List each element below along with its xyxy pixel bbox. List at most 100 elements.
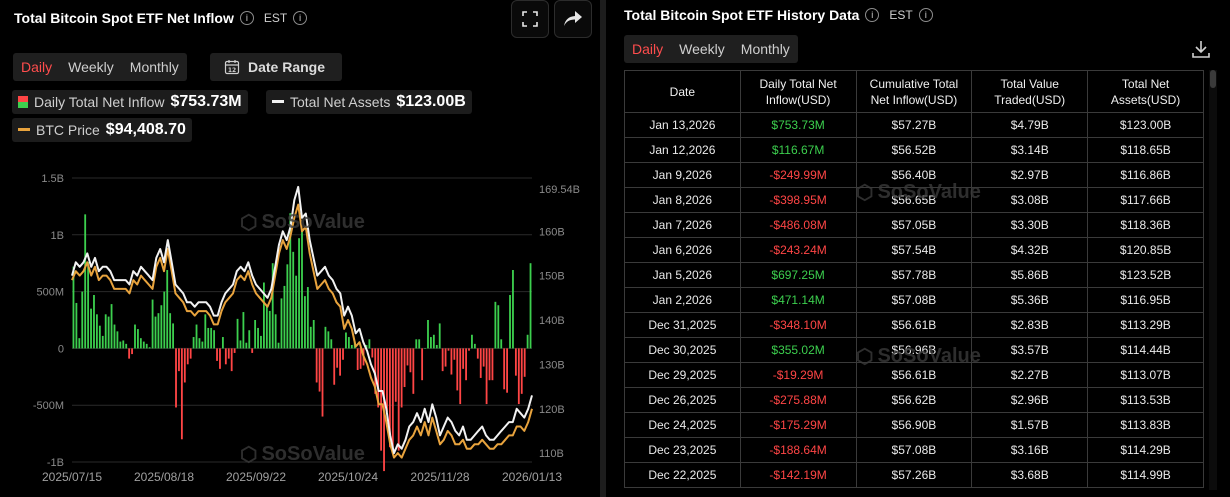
cell-value-traded: $5.36B xyxy=(971,287,1089,313)
legend-assets[interactable]: Total Net Assets $123.00B xyxy=(266,90,472,114)
cell-net-assets: $116.86B xyxy=(1087,162,1204,188)
legend-inflow[interactable]: Daily Total Net Inflow $753.73M xyxy=(12,90,248,114)
x-tick-label: 2025/11/28 xyxy=(410,470,469,484)
column-header-daily-inflow[interactable]: Daily Total Net Inflow(USD) xyxy=(739,70,857,113)
column-header-cumulative-inflow[interactable]: Cumulative Total Net Inflow(USD) xyxy=(855,70,973,113)
table-scroll-thumb[interactable] xyxy=(1210,70,1216,88)
inflow-bar xyxy=(183,348,186,383)
cell-daily-inflow: -$243.24M xyxy=(739,237,857,263)
inflow-bar xyxy=(172,323,174,349)
table-row[interactable]: Dec 23,2025 -$188.64M $57.08B $3.16B $114.29… xyxy=(624,437,1204,463)
cell-value-traded: $4.79B xyxy=(971,112,1089,138)
info-icon[interactable]: i xyxy=(239,11,254,25)
legend-assets-value: $123.00B xyxy=(396,93,466,110)
tab-daily[interactable]: Daily xyxy=(21,59,53,75)
timezone-info-icon[interactable]: i xyxy=(293,11,308,25)
cell-cumulative-inflow: $57.08B xyxy=(855,437,973,463)
inflow-bar xyxy=(198,338,201,349)
table-row[interactable]: Dec 29,2025 -$19.29M $56.61B $2.27B $113.07B xyxy=(624,362,1204,388)
cell-date: Dec 26,2025 xyxy=(624,387,741,413)
cell-date: Jan 12,2026 xyxy=(624,137,741,163)
y-right-tick-label: 160B xyxy=(539,226,565,238)
inflow-bar xyxy=(520,348,523,394)
tab-monthly[interactable]: Monthly xyxy=(129,59,179,75)
cell-daily-inflow: -$188.64M xyxy=(739,437,857,463)
svg-text:12: 12 xyxy=(228,67,236,74)
inflow-bar xyxy=(192,337,195,349)
column-header-date[interactable]: Date xyxy=(624,70,741,113)
cell-cumulative-inflow: $57.78B xyxy=(855,262,973,288)
inflow-bar xyxy=(453,348,456,360)
table-row[interactable]: Jan 2,2026 $471.14M $57.08B $5.36B $116.95B xyxy=(624,287,1204,313)
history-period-tabs: Daily Weekly Monthly xyxy=(624,35,798,63)
inflow-bar xyxy=(345,332,347,349)
inflow-bar xyxy=(271,263,274,349)
table-row[interactable]: Dec 22,2025 -$142.19M $57.26B $3.68B $114.99… xyxy=(624,462,1204,488)
inflow-bar xyxy=(506,348,509,393)
cell-value-traded: $2.96B xyxy=(971,387,1089,413)
cell-cumulative-inflow: $57.27B xyxy=(855,112,973,138)
inflow-bar xyxy=(400,348,403,408)
cell-daily-inflow: $697.25M xyxy=(739,262,857,288)
table-scrollbar[interactable] xyxy=(1209,70,1217,490)
table-row[interactable]: Jan 8,2026 -$398.95M $56.65B $3.08B $117.66B xyxy=(624,187,1204,213)
inflow-bar xyxy=(441,348,444,372)
inflow-bar xyxy=(339,348,341,376)
inflow-bar xyxy=(503,348,506,390)
column-header-value-traded[interactable]: Total Value Traded(USD) xyxy=(971,70,1089,113)
y-left-tick-label: 500M xyxy=(36,287,64,299)
date-range-button[interactable]: 12 Date Range xyxy=(210,53,342,81)
inflow-bar xyxy=(424,348,426,349)
cell-cumulative-inflow: $56.90B xyxy=(855,412,973,438)
inflow-bar xyxy=(207,327,210,349)
tab-weekly[interactable]: Weekly xyxy=(68,59,114,75)
chart-title: Total Bitcoin Spot ETF Net Inflow xyxy=(14,10,234,26)
history-tab-monthly[interactable]: Monthly xyxy=(740,41,790,57)
history-tab-weekly[interactable]: Weekly xyxy=(679,41,725,57)
table-row[interactable]: Jan 5,2026 $697.25M $57.78B $5.86B $123.52B xyxy=(624,262,1204,288)
cell-net-assets: $114.99B xyxy=(1087,462,1204,488)
inflow-bar xyxy=(347,337,350,349)
table-row[interactable]: Dec 30,2025 $355.02M $56.96B $3.57B $114.44B xyxy=(624,337,1204,363)
inflow-bar xyxy=(113,324,116,349)
table-row[interactable]: Jan 13,2026 $753.73M $57.27B $4.79B $123.00B xyxy=(624,112,1204,138)
inflow-bar xyxy=(245,342,248,349)
inflow-bar xyxy=(242,312,245,349)
inflow-bar xyxy=(415,339,418,349)
table-row[interactable]: Jan 7,2026 -$486.08M $57.05B $3.30B $118.36B xyxy=(624,212,1204,238)
fullscreen-button[interactable] xyxy=(511,0,549,38)
table-row[interactable]: Dec 26,2025 -$275.88M $56.62B $2.96B $113.53… xyxy=(624,387,1204,413)
cell-daily-inflow: -$275.88M xyxy=(739,387,857,413)
inflow-chart: 1.5B 1B 500M 0 -500M -1B 169.54B 160B 150B 140B 13… xyxy=(33,173,580,484)
history-timezone-info-icon[interactable]: i xyxy=(918,8,933,22)
table-row[interactable]: Jan 9,2026 -$249.99M $56.40B $2.97B $116.86B xyxy=(624,162,1204,188)
inflow-bar xyxy=(201,341,204,349)
x-tick-label: 2025/09/22 xyxy=(226,470,286,484)
download-icon[interactable] xyxy=(1190,38,1212,60)
table-row[interactable]: Dec 31,2025 -$348.10M $56.61B $2.83B $113.29… xyxy=(624,312,1204,338)
inflow-bar xyxy=(447,348,450,351)
share-button[interactable] xyxy=(554,0,592,38)
inflow-bar xyxy=(110,304,113,349)
cell-date: Dec 31,2025 xyxy=(624,312,741,338)
legend-btc[interactable]: BTC Price $94,408.70 xyxy=(12,118,192,142)
history-tab-daily[interactable]: Daily xyxy=(632,41,664,57)
cell-net-assets: $118.36B xyxy=(1087,212,1204,238)
net-assets-line xyxy=(71,185,533,455)
table-row[interactable]: Jan 12,2026 $116.67M $56.52B $3.14B $118.65B xyxy=(624,137,1204,163)
table-row[interactable]: Dec 24,2025 -$175.29M $56.90B $1.57B $113.83… xyxy=(624,412,1204,438)
column-header-net-assets[interactable]: Total Net Assets(USD) xyxy=(1087,70,1204,113)
cell-cumulative-inflow: $57.05B xyxy=(855,212,973,238)
inflow-bar xyxy=(233,348,236,353)
inflow-bar xyxy=(438,323,441,349)
cell-date: Jan 5,2026 xyxy=(624,262,741,288)
inflow-bar xyxy=(435,344,438,349)
cell-daily-inflow: -$142.19M xyxy=(739,462,857,488)
inflow-bar xyxy=(166,270,169,349)
history-info-icon[interactable]: i xyxy=(865,8,880,22)
cell-net-assets: $114.44B xyxy=(1087,337,1204,363)
inflow-bar xyxy=(526,334,529,349)
table-row[interactable]: Jan 6,2026 -$243.24M $57.54B $4.32B $120.85B xyxy=(624,237,1204,263)
inflow-bar xyxy=(295,275,298,349)
cell-value-traded: $3.08B xyxy=(971,187,1089,213)
